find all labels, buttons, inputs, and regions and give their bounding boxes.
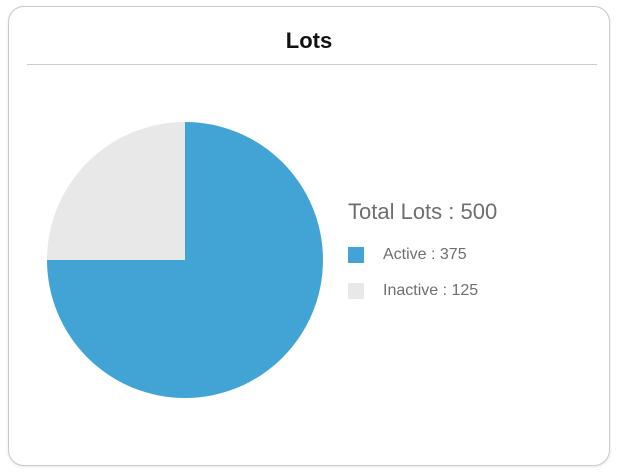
legend-item-inactive: Inactive : 125: [348, 273, 588, 309]
pie-slice-inactive: [47, 122, 185, 260]
lots-card: Lots Total Lots : 500 Active : 375 Inact…: [8, 6, 610, 466]
title-divider: [27, 64, 597, 65]
pie-chart: [45, 120, 325, 400]
legend-swatch-inactive: [348, 283, 364, 299]
legend-label-inactive: Inactive : 125: [383, 282, 479, 299]
legend-swatch-active: [348, 247, 364, 263]
legend-item-active: Active : 375: [348, 237, 588, 273]
chart-legend: Total Lots : 500 Active : 375 Inactive :…: [348, 197, 588, 309]
card-title: Lots: [285, 28, 333, 53]
legend-label-active: Active : 375: [383, 246, 467, 263]
pie-chart-svg: [47, 122, 323, 398]
legend-total: Total Lots : 500: [348, 199, 498, 224]
